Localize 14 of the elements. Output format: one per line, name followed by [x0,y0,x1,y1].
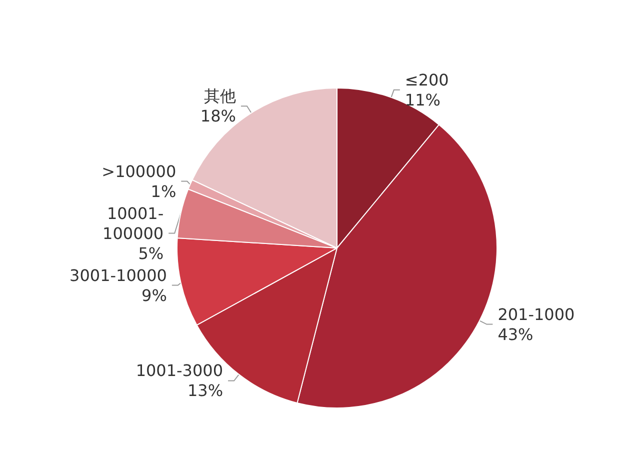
data-label: 18% [200,106,236,126]
slice-label: ≤200 [404,70,449,90]
data-label: 1% [150,182,176,201]
data-label: 13% [187,381,224,400]
data-label: 11% [404,90,440,110]
slice-label: 10001- 100000 [102,204,164,243]
slice-label: >100000 [102,162,176,181]
data-label: 5% [138,244,164,263]
slice-label: 1001-3000 [136,361,224,380]
data-label: 43% [498,324,534,344]
data-label: 9% [142,286,167,305]
slice-label: 其他 [204,86,236,106]
slice-label: 201-1000 [498,304,575,324]
slice-label: 3001-10000 [70,266,167,285]
